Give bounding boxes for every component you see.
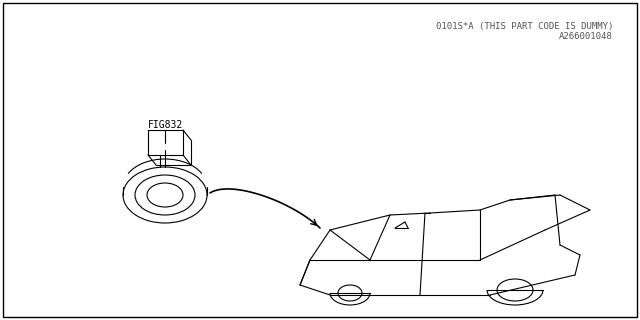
- Text: A266001048: A266001048: [559, 32, 613, 41]
- Text: 0101S*A (THIS PART CODE IS DUMMY): 0101S*A (THIS PART CODE IS DUMMY): [436, 22, 613, 31]
- Text: FIG832: FIG832: [147, 120, 182, 130]
